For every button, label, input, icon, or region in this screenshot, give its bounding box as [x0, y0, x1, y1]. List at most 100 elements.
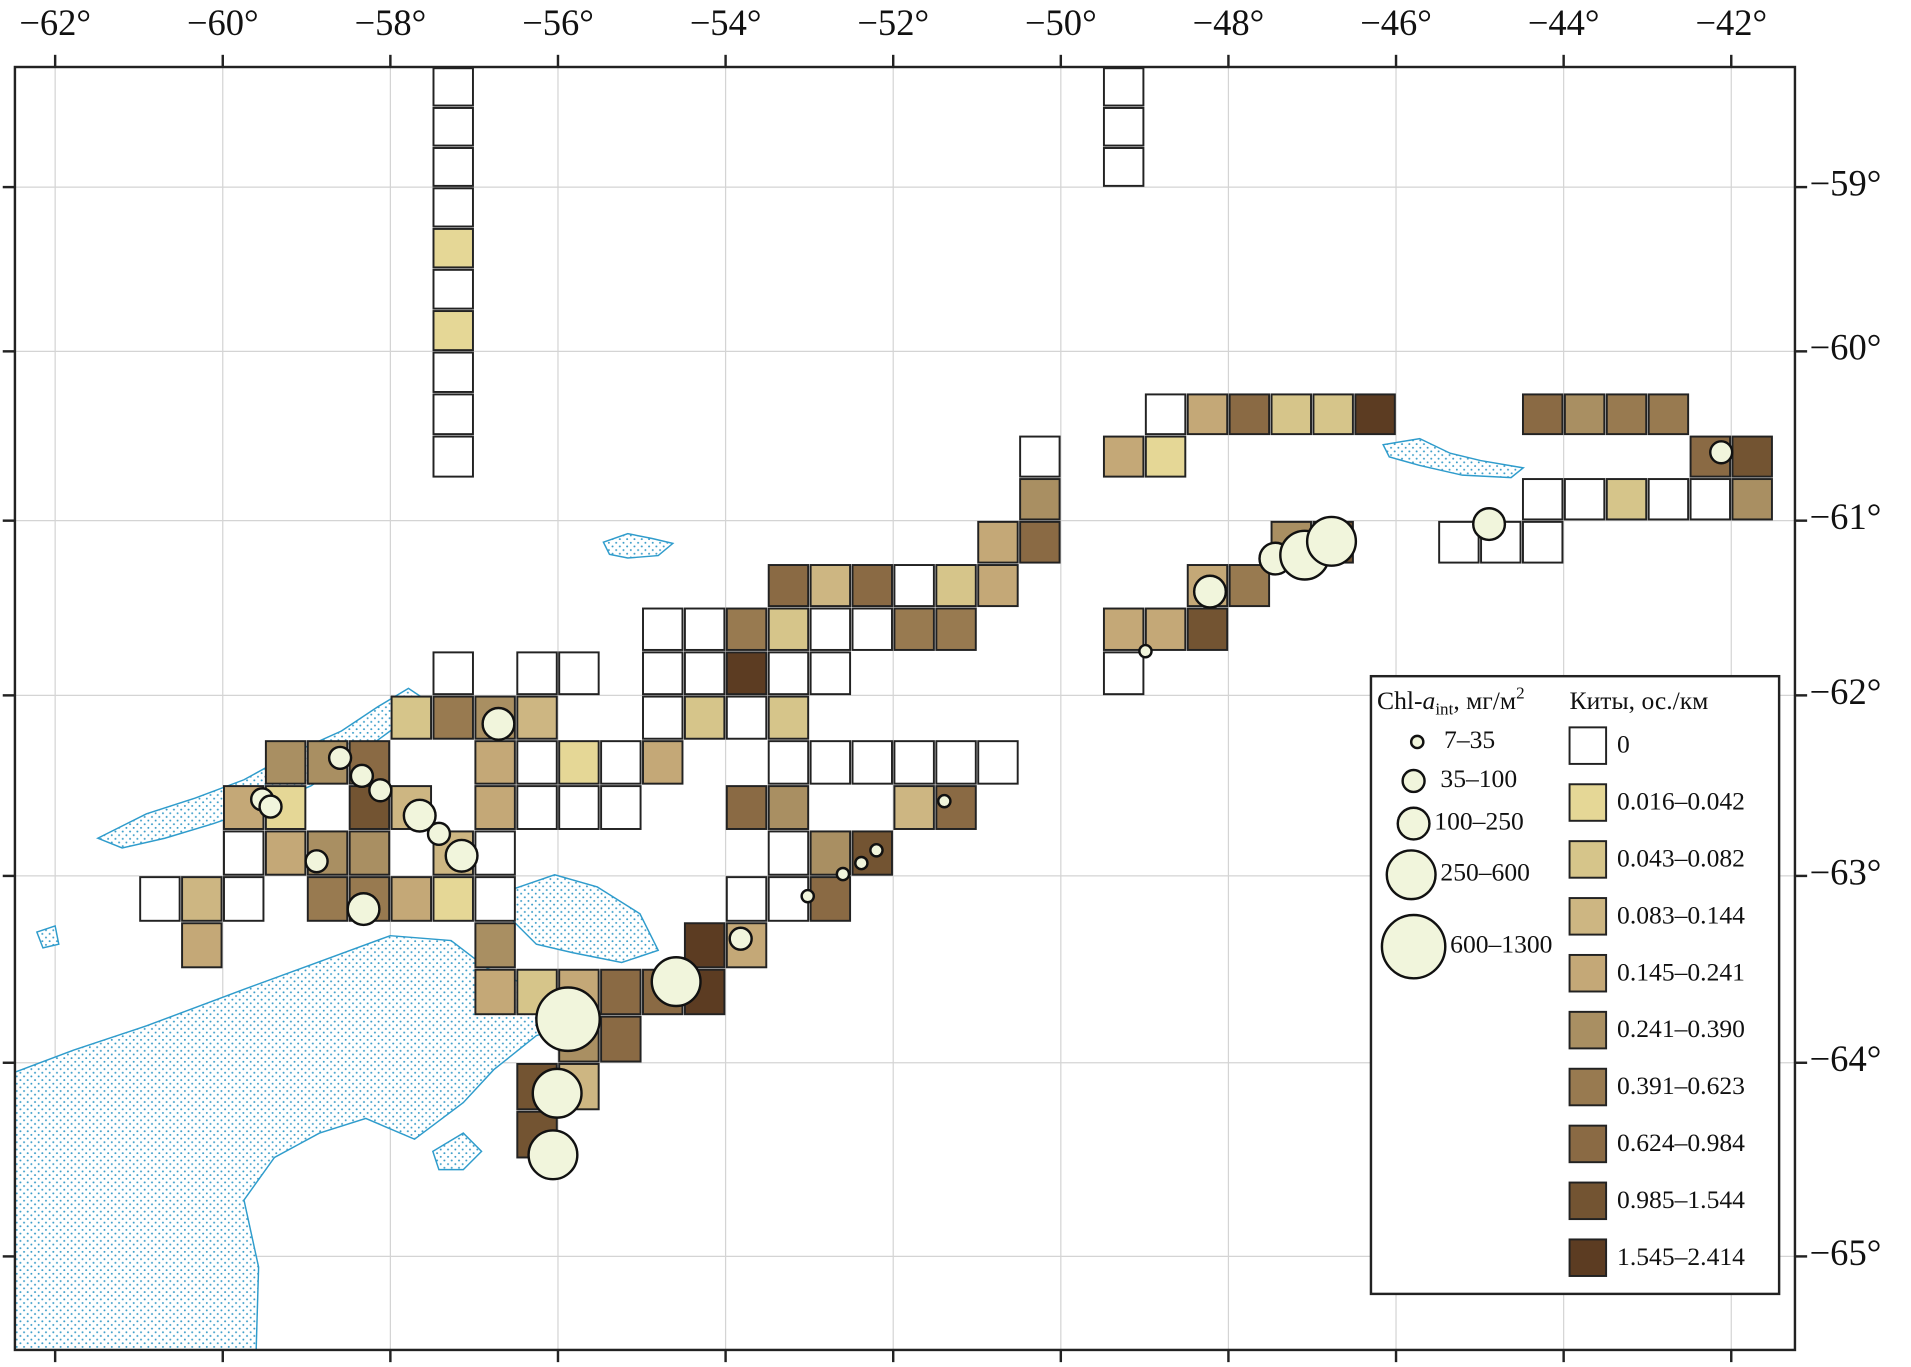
chl-circle [650, 956, 702, 1008]
whale-cell [1186, 607, 1229, 651]
legend-label: 100–250 [1434, 806, 1524, 835]
lat-tick-label: −60° [1810, 327, 1882, 368]
legend-label: 0.145–0.241 [1617, 957, 1745, 986]
chl-circle [426, 821, 452, 847]
legend-label: 250–600 [1440, 858, 1530, 887]
lon-tick-label: −42° [1695, 2, 1767, 43]
whale-cell [432, 67, 474, 107]
whale-cell [809, 651, 852, 696]
chl-circle [1472, 507, 1507, 542]
whale-cell [767, 564, 810, 608]
chl-circle [531, 1067, 583, 1119]
whale-cell [432, 268, 474, 310]
legend-chl-title-part: Chl- [1377, 686, 1422, 715]
whale-cell [1102, 651, 1145, 696]
whale-cell [558, 785, 600, 830]
chl-circle [1138, 643, 1153, 659]
whale-cell [683, 651, 726, 696]
legend-swatch [1568, 897, 1608, 936]
whale-cell [1647, 478, 1690, 521]
whale-cell [725, 695, 768, 740]
legend-label: 1.545–2.414 [1617, 1242, 1745, 1271]
whale-cell [1563, 478, 1606, 521]
legend-circle [1401, 768, 1426, 794]
whale-cell [851, 740, 893, 785]
legend-swatch [1568, 1181, 1608, 1221]
whale-cell [1144, 435, 1187, 478]
whale-cell [1605, 478, 1648, 521]
lat-tick-label: −59° [1810, 162, 1882, 203]
whale-cell [935, 740, 977, 785]
whale-cell [516, 740, 558, 785]
whale-cell [683, 922, 726, 969]
whale-cell [642, 651, 684, 696]
chl-circle [937, 793, 952, 809]
whale-cell [516, 651, 558, 696]
whale-cell [600, 968, 642, 1016]
legend-label: 35–100 [1440, 764, 1517, 793]
legend-chl-title-part: int [1435, 699, 1453, 718]
lat-tick-label: −65° [1810, 1232, 1882, 1273]
lon-tick-label: −52° [857, 2, 929, 43]
whale-cell [893, 564, 935, 608]
whale-cell [558, 651, 600, 696]
chl-circle [854, 855, 869, 871]
whale-cell [725, 651, 768, 696]
whale-cell [1019, 520, 1061, 564]
legend-swatch [1568, 840, 1608, 879]
whale-cell [181, 876, 223, 922]
legend-label: 0.083–0.144 [1617, 900, 1745, 929]
whale-cell [767, 607, 810, 651]
lon-tick-label: −58° [354, 2, 426, 43]
south-orkney-islands [1382, 437, 1525, 479]
whale-cell [474, 876, 516, 922]
whale-cell [893, 740, 935, 785]
legend-swatch [1568, 1238, 1608, 1277]
whale-cell [809, 564, 852, 608]
chl-circle [349, 763, 375, 789]
legend-chl-title: Chl-aint, мг/м2 [1377, 683, 1525, 718]
whale-cell [390, 695, 433, 740]
whale-cell [1354, 393, 1396, 436]
whale-cell [1102, 106, 1145, 147]
whale-cell [600, 785, 642, 830]
whale-cell [348, 830, 391, 876]
whale-cell [432, 147, 474, 187]
chl-circles [249, 440, 1734, 1181]
whale-cell [223, 830, 265, 876]
legend-chl-title-part: , мг/м [1453, 686, 1516, 715]
whale-cell [977, 564, 1019, 608]
whale-cell [1521, 478, 1564, 521]
map-frame [13, 65, 1797, 1352]
joinville-island [511, 874, 660, 964]
chl-circle [444, 838, 479, 873]
lon-tick-label: −48° [1193, 2, 1265, 43]
chl-circle [800, 888, 816, 904]
legend-label: 0.391–0.623 [1617, 1071, 1745, 1100]
whale-cell [306, 876, 349, 922]
whale-cell [432, 187, 474, 228]
whale-cell [1521, 520, 1564, 564]
whale-cell [893, 607, 935, 651]
whale-cell [977, 740, 1019, 785]
whale-cell [851, 607, 893, 651]
whale-cell [977, 520, 1019, 564]
elephant-island [602, 532, 675, 559]
island [431, 1132, 483, 1171]
whale-cell [725, 785, 768, 830]
legend-chl-title-part: 2 [1516, 683, 1525, 702]
whale-cell [432, 651, 474, 696]
whale-cell [264, 830, 307, 876]
whale-cell [432, 106, 474, 147]
whale-cell [474, 785, 516, 830]
whale-cell [474, 740, 516, 785]
whale-cell [1731, 478, 1773, 521]
whale-cell [1102, 67, 1145, 107]
lon-tick-label: −56° [522, 2, 594, 43]
legend-swatch [1568, 1010, 1608, 1050]
whale-cell [1270, 393, 1312, 436]
whale-cell [1312, 393, 1354, 436]
lon-tick-label: −54° [690, 2, 762, 43]
whale-cell [1102, 607, 1145, 651]
